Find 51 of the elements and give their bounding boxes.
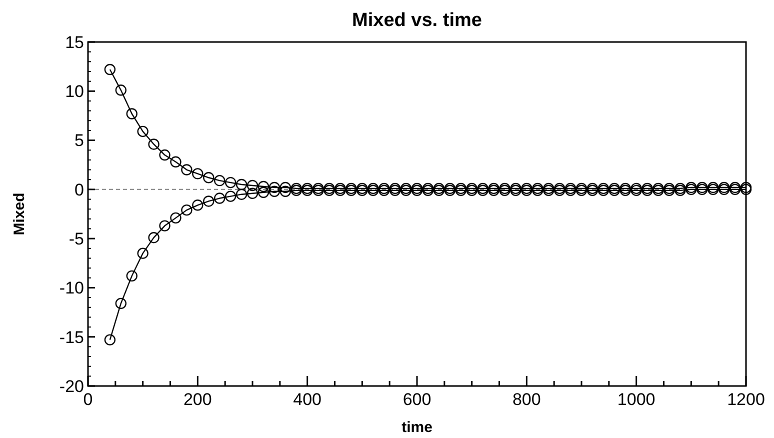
point xyxy=(148,138,160,150)
point xyxy=(203,172,214,184)
x-tick-label: 400 xyxy=(293,390,322,409)
point xyxy=(137,126,148,138)
point xyxy=(258,186,270,198)
y-tick-label: 5 xyxy=(74,131,84,150)
y-tick-label: 0 xyxy=(74,180,84,200)
point xyxy=(159,149,170,161)
y-tick-label: -5 xyxy=(68,230,84,249)
chart-title: Mixed vs. time xyxy=(352,10,482,31)
point xyxy=(170,212,182,224)
point xyxy=(203,196,214,207)
point xyxy=(181,204,192,216)
point xyxy=(214,174,226,186)
point xyxy=(115,84,126,96)
y-tick-label: -10 xyxy=(59,278,84,298)
point xyxy=(104,334,116,346)
point xyxy=(268,182,280,194)
x-tick-label: 600 xyxy=(402,390,432,409)
y-tick-label: -20 xyxy=(59,376,84,396)
x-tick-label: 800 xyxy=(512,390,541,409)
point xyxy=(148,232,160,244)
point xyxy=(170,156,182,168)
point xyxy=(137,248,148,259)
x-tick-label: 1200 xyxy=(727,390,765,409)
y-tick-label: 15 xyxy=(65,32,84,52)
point xyxy=(192,168,204,180)
point xyxy=(115,298,126,310)
x-tick-label: 1000 xyxy=(617,390,656,409)
point xyxy=(214,192,226,204)
point xyxy=(236,188,248,200)
point xyxy=(192,200,204,211)
point xyxy=(280,186,291,197)
point xyxy=(280,182,291,194)
x-tick-label: 200 xyxy=(183,390,212,409)
point xyxy=(236,178,248,190)
point xyxy=(268,186,280,197)
point xyxy=(181,164,192,176)
point xyxy=(246,180,258,192)
point xyxy=(224,176,236,188)
point xyxy=(104,64,116,76)
y-tick-label: -15 xyxy=(59,328,84,347)
point xyxy=(246,188,258,199)
y-tick-label: 10 xyxy=(65,82,84,102)
x-axis-title: time xyxy=(402,419,432,436)
y-axis-title: Mixed xyxy=(11,192,28,236)
point xyxy=(258,180,270,192)
point xyxy=(159,220,170,232)
point xyxy=(224,190,236,202)
point xyxy=(126,270,138,282)
point xyxy=(126,108,138,120)
